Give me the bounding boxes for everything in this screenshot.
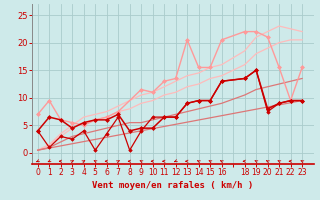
X-axis label: Vent moyen/en rafales ( km/h ): Vent moyen/en rafales ( km/h ): [92, 181, 253, 190]
